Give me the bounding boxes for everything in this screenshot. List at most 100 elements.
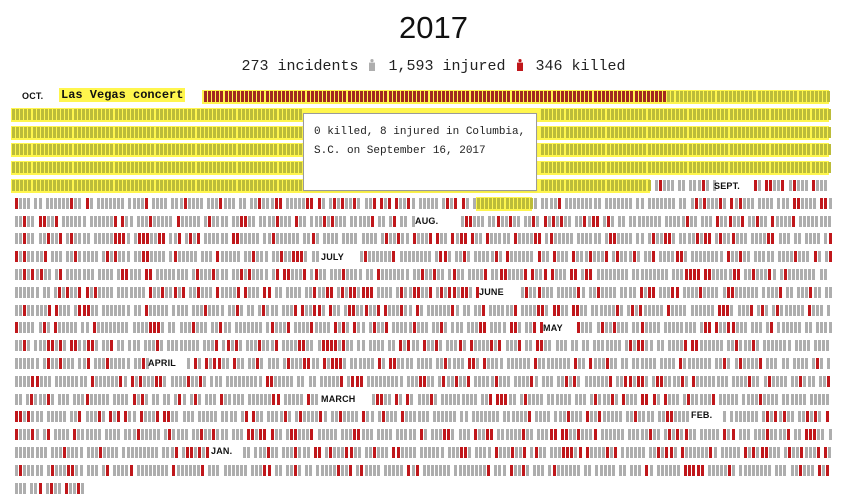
victim-figure <box>788 180 792 191</box>
victim-figure <box>74 340 78 351</box>
victim-figure <box>741 127 745 138</box>
victim-figure <box>741 162 745 173</box>
victim-figure <box>244 233 247 244</box>
victim-figure <box>270 447 274 458</box>
victim-figure <box>412 429 416 440</box>
victim-figure <box>289 465 293 476</box>
victim-figure <box>491 358 495 369</box>
victim-figure <box>62 322 65 333</box>
victim-figure <box>400 465 404 476</box>
victim-figure <box>766 322 770 333</box>
victim-figure <box>620 376 624 387</box>
victim-figure <box>27 340 31 351</box>
victim-figure <box>700 376 704 387</box>
victim-figure <box>480 394 484 405</box>
victim-figure <box>175 411 179 422</box>
victim-figure <box>473 216 476 227</box>
victim-figure <box>357 322 361 333</box>
las-vegas-event-label[interactable]: Las Vegas concert <box>59 88 186 102</box>
victim-figure <box>545 144 548 155</box>
victim-figure <box>655 127 659 138</box>
victim-figure <box>256 251 260 262</box>
victim-figure <box>135 109 138 120</box>
victim-figure <box>140 216 144 227</box>
victim-figure <box>632 429 636 440</box>
victim-figure <box>290 127 294 138</box>
victim-figure <box>479 465 482 476</box>
victim-figure <box>220 251 224 262</box>
victim-figure <box>283 216 287 227</box>
victim-figure <box>299 216 303 227</box>
victim-figure <box>773 180 777 191</box>
victim-figure <box>738 251 742 262</box>
victim-figure <box>786 144 790 155</box>
victim-figure <box>588 251 592 262</box>
victim-figure <box>102 109 106 120</box>
victim-figure <box>602 127 606 138</box>
victim-figure <box>54 358 58 369</box>
victim-figure <box>520 269 523 280</box>
victim-figure <box>296 233 300 244</box>
victim-figure <box>805 322 808 333</box>
victim-figure <box>412 269 416 280</box>
victim-figure <box>380 322 384 333</box>
victim-figure <box>270 109 274 120</box>
victim-figure <box>684 447 688 458</box>
victim-figure <box>624 251 628 262</box>
victim-figure <box>676 162 680 173</box>
victim-figure <box>719 233 723 244</box>
victim-figure <box>556 305 560 316</box>
victim-figure <box>611 465 615 476</box>
victim-figure <box>376 429 380 440</box>
victim-figure <box>803 376 807 387</box>
victim-figure <box>359 91 363 102</box>
victim-figure <box>750 127 753 138</box>
victim-figure <box>113 394 117 405</box>
victim-figure <box>71 358 75 369</box>
victim-figure <box>536 394 540 405</box>
victim-figure <box>464 447 467 458</box>
victim-figure <box>690 287 694 298</box>
victim-figure <box>180 269 184 280</box>
victim-figure <box>241 180 245 191</box>
victim-figure <box>212 127 216 138</box>
victim-figure <box>649 216 653 227</box>
victim-figure <box>533 305 537 316</box>
victim-figure <box>600 269 604 280</box>
victim-figure <box>799 144 803 155</box>
victim-figure <box>563 394 567 405</box>
victim-figure <box>240 394 244 405</box>
victim-figure <box>430 429 434 440</box>
victim-figure <box>208 109 212 120</box>
victim-figure <box>19 305 23 316</box>
victim-figure <box>399 340 403 351</box>
victim-figure <box>426 465 430 476</box>
victim-figure <box>85 411 89 422</box>
victim-figure <box>678 180 682 191</box>
victim-figure <box>216 429 220 440</box>
victim-figure <box>704 109 708 120</box>
victim-figure <box>788 447 792 458</box>
victim-figure <box>184 180 188 191</box>
victim-figure <box>509 429 513 440</box>
victim-figure <box>816 322 820 333</box>
victim-figure <box>274 447 278 458</box>
victim-figure <box>65 162 69 173</box>
victim-figure <box>442 376 446 387</box>
victim-figure <box>444 358 448 369</box>
victim-figure <box>90 447 94 458</box>
victim-figure <box>335 91 339 102</box>
victim-figure <box>692 162 696 173</box>
victim-figure <box>456 287 460 298</box>
victim-figure <box>471 358 475 369</box>
victim-figure <box>746 394 750 405</box>
victim-figure <box>556 287 560 298</box>
victim-figure <box>44 144 48 155</box>
victim-figure <box>641 216 645 227</box>
victim-figure <box>176 216 180 227</box>
victim-figure <box>301 376 305 387</box>
victim-figure <box>65 127 69 138</box>
victim-figure <box>311 233 315 244</box>
victim-figure <box>221 180 225 191</box>
